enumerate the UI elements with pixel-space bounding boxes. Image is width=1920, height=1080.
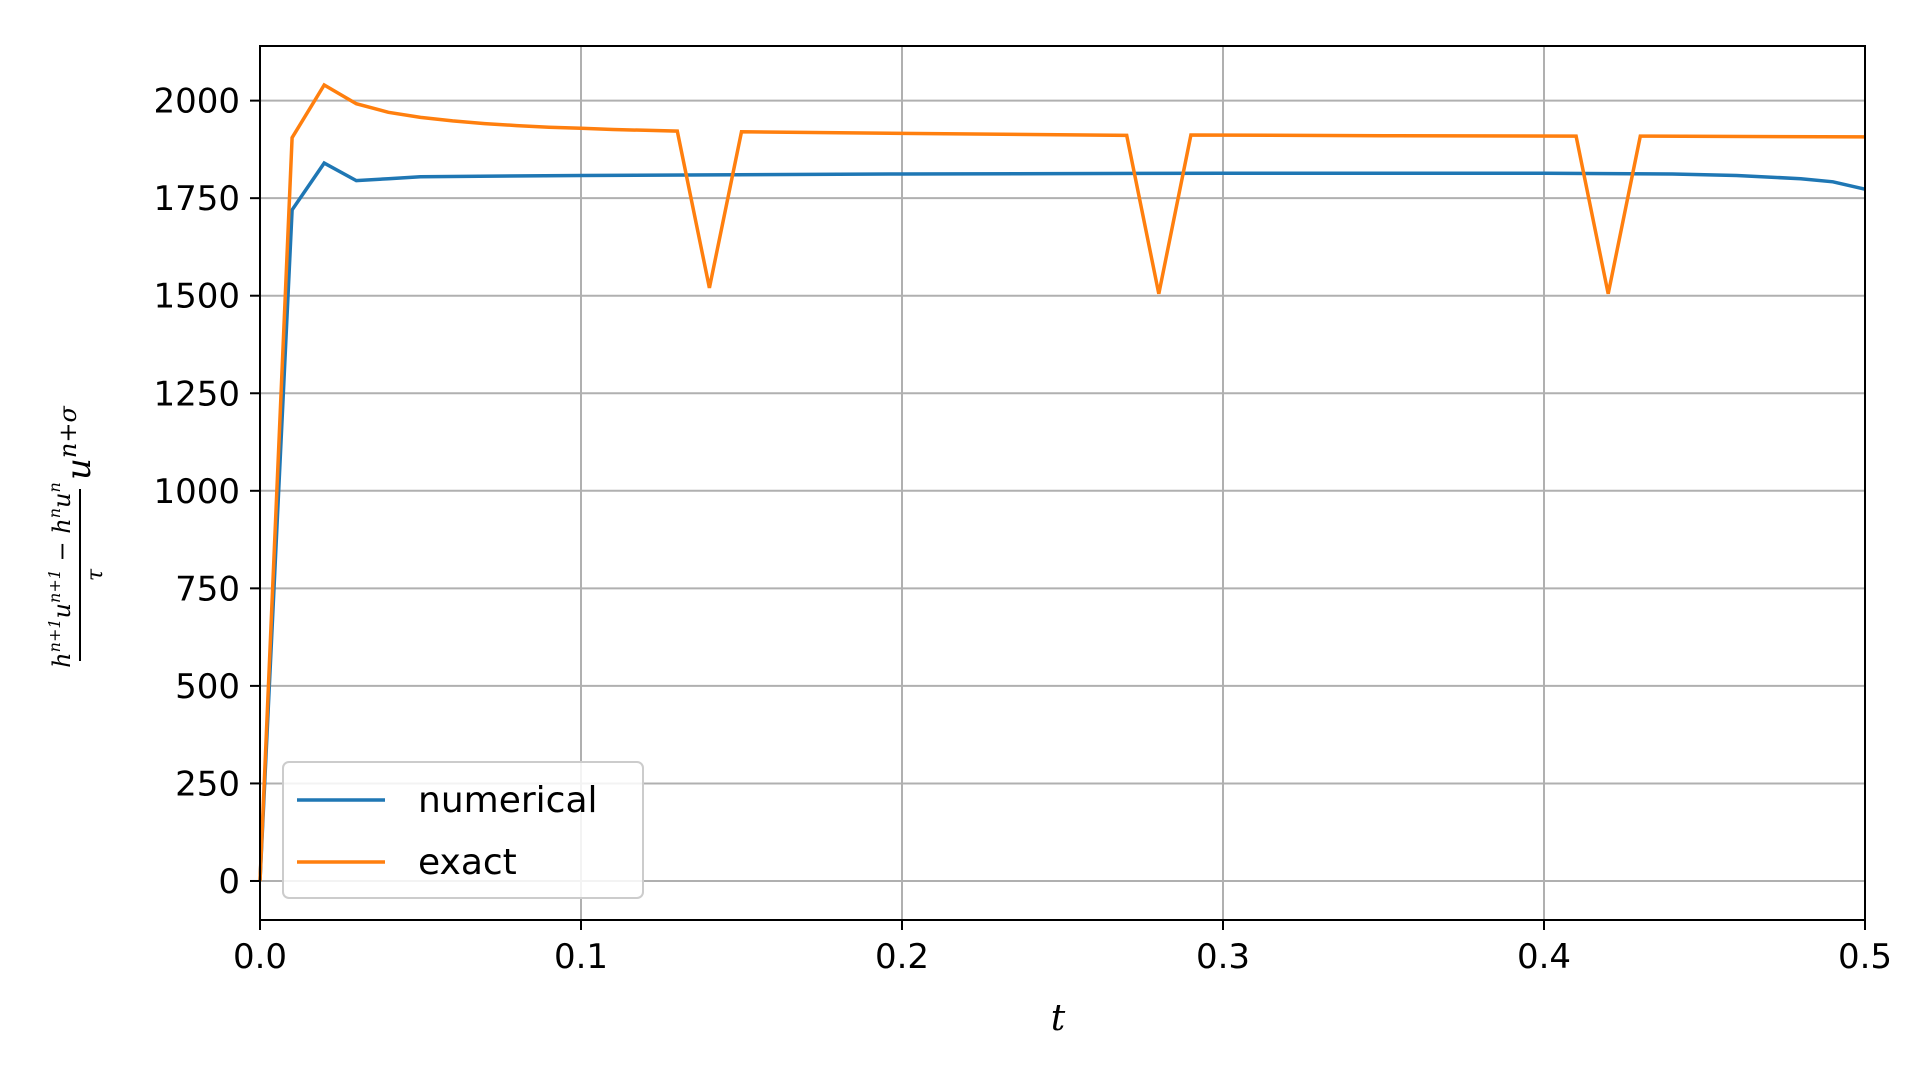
y-tick-label: 0 — [218, 862, 240, 902]
series-lines — [258, 82, 1866, 882]
y-tick-labels: 0 250 500 750 1000 1250 1500 1750 2000 — [153, 82, 240, 902]
y-tick-label: 750 — [175, 569, 240, 609]
y-tick-label: 1500 — [153, 277, 240, 317]
series-line-exact — [258, 82, 1866, 882]
ticks — [250, 99, 1866, 930]
plot-frame — [259, 45, 1866, 921]
x-tick-label: 0.0 — [233, 937, 287, 977]
y-tick-label: 1000 — [153, 472, 240, 512]
x-tick-labels: 0.0 0.1 0.2 0.3 0.4 0.5 — [233, 937, 1892, 977]
x-tick-label: 0.3 — [1196, 937, 1250, 977]
legend-label-numerical: numerical — [418, 780, 598, 821]
y-label-factor: un+σ — [54, 406, 99, 480]
y-tick-label: 2000 — [153, 82, 240, 122]
x-tick-label: 0.2 — [875, 937, 929, 977]
legend-label-exact: exact — [418, 842, 517, 883]
x-tick-label: 0.4 — [1517, 937, 1571, 977]
y-label-denominator: τ — [83, 568, 108, 581]
y-label-numerator: hn+1un+1 − hnun — [45, 482, 76, 668]
y-tick-label: 1250 — [153, 374, 240, 414]
y-tick-label: 250 — [175, 764, 240, 804]
x-axis-label: t — [1051, 998, 1066, 1039]
legend: numerical exact — [282, 761, 644, 899]
y-tick-label: 500 — [175, 667, 240, 707]
y-axis-label: hn+1un+1 − hnun τ un+σ — [45, 406, 108, 668]
series-line-numerical — [258, 160, 1866, 882]
x-tick-label: 0.1 — [554, 937, 608, 977]
x-tick-label: 0.5 — [1838, 937, 1892, 977]
legend-box — [282, 761, 644, 899]
y-tick-label: 1750 — [153, 179, 240, 219]
